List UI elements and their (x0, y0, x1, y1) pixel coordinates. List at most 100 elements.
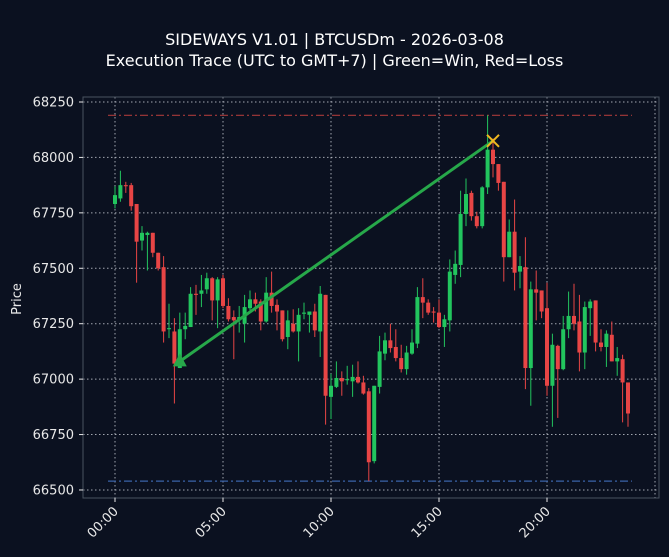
bear-candle-body (420, 297, 425, 303)
bear-candle-body (437, 312, 441, 328)
x-tick-label: 20:00 (517, 504, 554, 541)
chart-title: SIDEWAYS V1.01 | BTCUSDm - 2026-03-08 (165, 30, 504, 49)
bull-candle-body (383, 340, 387, 354)
bull-candle-body (410, 342, 414, 354)
candles (113, 115, 630, 482)
bear-candle-body (626, 382, 630, 414)
bear-candle-body (253, 299, 258, 304)
y-tick-label: 68000 (33, 151, 74, 166)
bear-candle-body (572, 315, 576, 324)
bull-candle-body (204, 278, 209, 290)
bull-candle-body (140, 232, 144, 241)
x-tick-label: 00:00 (85, 504, 122, 541)
bear-candle-body (545, 308, 549, 386)
x-tick-label: 15:00 (409, 504, 446, 541)
bear-candle-body (366, 391, 371, 463)
bull-candle-body (350, 376, 355, 382)
bear-candle-body (388, 340, 393, 349)
bull-candle-body (113, 195, 117, 204)
bear-candle-body (496, 164, 501, 183)
x-tick-label: 10:00 (301, 504, 338, 541)
bear-candle-body (599, 342, 603, 347)
bear-candle-body (275, 304, 279, 312)
entry-triangle-icon (172, 353, 187, 367)
bear-candle-body (361, 382, 366, 394)
bear-candle-body (210, 278, 215, 301)
bear-candle-body (123, 185, 128, 187)
bear-candle-body (609, 334, 614, 362)
bull-candle-body (404, 352, 409, 370)
bull-candle-body (307, 311, 312, 315)
bear-candle-body (523, 267, 528, 369)
bear-candle-body (280, 310, 285, 340)
bear-candle-body (339, 378, 344, 382)
bear-candle-body (291, 323, 296, 332)
bull-candle-body (372, 385, 377, 462)
bear-candle-body (512, 231, 517, 273)
bull-candle-body (248, 299, 252, 309)
bear-candle-body (226, 305, 231, 320)
chart-subtitle: Execution Trace (UTC to GMT+7) | Green=W… (105, 51, 564, 70)
bull-candle-body (550, 344, 555, 386)
y-tick-label: 66500 (33, 483, 74, 498)
bear-candle-body (258, 301, 263, 322)
y-axis-label: Price (10, 283, 25, 315)
bull-candle-body (485, 149, 490, 188)
bull-candle-body (588, 301, 593, 309)
trade-line (178, 139, 494, 363)
bull-candle-body (302, 312, 306, 314)
bear-candle-body (323, 294, 328, 396)
bull-candle-body (118, 185, 123, 199)
bear-candle-body (469, 192, 474, 217)
y-tick-label: 68250 (33, 96, 74, 111)
bull-candle-body (615, 358, 620, 362)
bull-candle-body (215, 279, 220, 301)
y-tick-label: 67500 (33, 262, 74, 277)
bear-candle-body (393, 346, 398, 359)
bull-candle-body (188, 293, 193, 328)
y-tick-label: 67250 (33, 317, 74, 332)
bear-candle-body (134, 203, 139, 242)
bear-candle-body (555, 345, 560, 370)
bull-candle-body (518, 266, 522, 272)
bear-candle-body (269, 292, 274, 306)
y-tick-label: 66750 (33, 428, 74, 443)
bull-candle-body (604, 333, 609, 347)
y-axis: 68250 68000 67750 67500 67250 67000 66750 66500 (33, 96, 83, 498)
bull-candle-body (377, 351, 382, 387)
bear-candle-body (593, 300, 598, 343)
bear-candle-body (426, 302, 431, 313)
day-range-lines (108, 114, 632, 482)
trade-trace (172, 134, 500, 367)
bear-candle-body (129, 185, 134, 207)
y-tick-label: 67000 (33, 373, 74, 388)
bull-candle-body (442, 319, 447, 328)
bull-candle-body (464, 194, 468, 214)
bear-candle-body (150, 232, 155, 253)
bear-candle-body (399, 358, 404, 370)
bull-candle-body (177, 329, 182, 369)
bull-candle-body (453, 263, 458, 275)
bull-candle-body (199, 290, 204, 294)
exit-x-icon (486, 134, 500, 148)
bear-candle-body (221, 278, 225, 306)
bull-candle-body (415, 297, 420, 344)
bear-candle-body (534, 289, 539, 293)
bull-candle-body (582, 307, 587, 353)
bull-candle-body (458, 213, 463, 265)
bear-candle-body (431, 311, 436, 313)
bull-candle-body (285, 320, 290, 338)
bull-candle-body (318, 293, 323, 332)
bear-candle-body (172, 331, 177, 364)
bear-candle-body (156, 252, 161, 269)
bull-candle-body (528, 289, 533, 369)
x-tick-label: 05:00 (193, 504, 230, 541)
bull-candle-body (480, 187, 485, 227)
bull-candle-body (145, 232, 150, 236)
bear-candle-body (620, 359, 625, 383)
bull-candle-body (167, 328, 171, 330)
bear-candle-body (491, 149, 495, 165)
bear-candle-body (194, 293, 198, 295)
